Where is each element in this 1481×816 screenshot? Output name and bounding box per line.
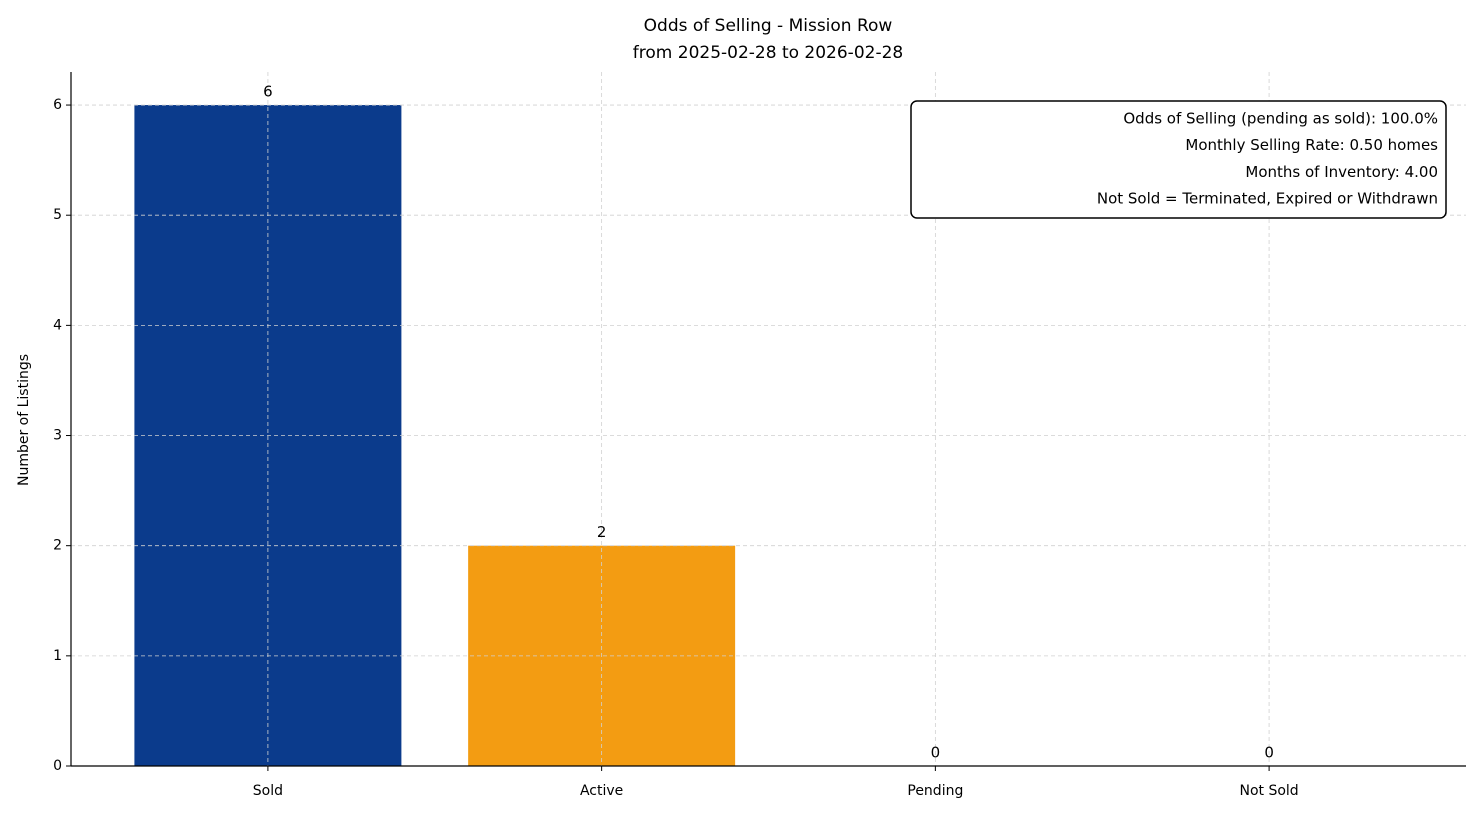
x-tick-label: Active (580, 783, 623, 799)
y-tick-label: 5 (53, 207, 62, 223)
x-tick-label: Pending (907, 783, 963, 799)
x-tick-label: Sold (253, 783, 283, 799)
chart-subtitle: from 2025-02-28 to 2026-02-28 (633, 43, 903, 63)
data-label: 6 (263, 83, 273, 101)
y-tick-label: 3 (53, 428, 62, 444)
annotation-box (910, 100, 1447, 219)
labels: 0 1 2 3 4 5 6 Sold 6 Active 2 Pending 0 Not Sold 0 Odds… (53, 83, 1438, 799)
y-tick-label: 6 (53, 97, 62, 113)
annotation: Months of Inventory: 4.00 (1245, 163, 1438, 181)
annotation: Not Sold = Terminated, Expired or Withdr… (1097, 190, 1438, 208)
x-tick-label: Not Sold (1239, 783, 1298, 799)
data-label: 2 (597, 523, 607, 541)
y-axis-label: Number of Listings (16, 354, 32, 486)
chart-title: Odds of Selling - Mission Row (644, 16, 893, 36)
annotation: Odds of Selling (pending as sold): 100.0… (1123, 110, 1438, 128)
y-tick-label: 1 (53, 648, 62, 664)
annotation: Monthly Selling Rate: 0.50 homes (1185, 136, 1438, 154)
data-label: 0 (1264, 744, 1274, 762)
y-tick-label: 0 (53, 758, 62, 774)
y-tick-label: 4 (53, 317, 62, 333)
y-tick-label: 2 (53, 538, 62, 554)
data-label: 0 (931, 744, 941, 762)
